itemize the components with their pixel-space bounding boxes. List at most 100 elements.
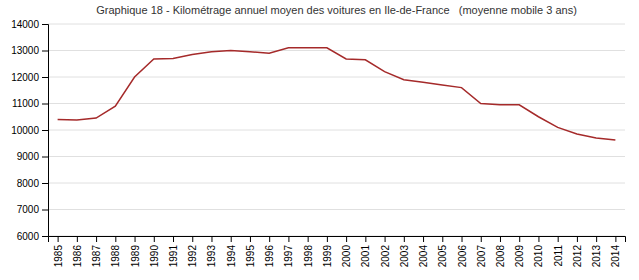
y-tick: 6000 — [17, 231, 48, 242]
y-tick-label: 10000 — [11, 125, 39, 136]
x-tick: 2011 — [553, 236, 564, 267]
x-tick: 2002 — [380, 236, 391, 267]
plot-area — [58, 48, 616, 140]
x-tick: 1988 — [110, 236, 121, 267]
x-tick-mark — [173, 236, 174, 242]
x-tick-label: 2010 — [533, 245, 544, 268]
x-tick: 1989 — [130, 236, 141, 267]
x-tick-mark — [423, 236, 424, 242]
x-tick: 1998 — [303, 236, 314, 267]
y-tick-mark — [42, 24, 48, 25]
x-tick-label: 2009 — [514, 245, 525, 268]
y-tick-mark — [42, 77, 48, 78]
x-tick-mark — [77, 236, 78, 242]
x-tick-mark — [500, 236, 501, 242]
x-tick: 2014 — [610, 236, 621, 267]
grid — [48, 24, 625, 236]
x-axis-line — [49, 237, 626, 243]
y-tick: 7000 — [17, 204, 48, 215]
x-tick-mark — [58, 236, 59, 242]
y-tick-label: 8000 — [17, 178, 40, 189]
y-tick: 9000 — [17, 151, 48, 162]
x-tick-label: 2011 — [553, 245, 564, 267]
x-tick-mark — [462, 236, 463, 242]
y-tick-label: 13000 — [11, 45, 39, 56]
x-tick: 2008 — [495, 236, 506, 267]
x-tick-mark — [346, 236, 347, 242]
y-tick-mark — [42, 157, 48, 158]
x-tick: 2013 — [591, 236, 602, 267]
x-tick: 1997 — [283, 236, 294, 267]
y-axis-line — [42, 25, 49, 237]
x-tick-label: 2006 — [457, 245, 468, 268]
grid-line — [48, 156, 625, 157]
y-tick: 8000 — [17, 178, 48, 189]
x-tick-label: 1992 — [187, 245, 198, 268]
x-tick-label: 2005 — [437, 245, 448, 268]
y-tick: 11000 — [12, 98, 48, 109]
x-tick: 1991 — [168, 236, 179, 267]
x-tick-mark — [481, 236, 482, 242]
chart: 6000 7000 8000 9000 10000 11000 12000 13000 1400… — [0, 0, 639, 280]
x-tick-label: 2002 — [380, 245, 391, 268]
x-tick: 1990 — [149, 236, 160, 267]
x-tick-label: 2007 — [476, 245, 487, 268]
x-axis: 1985198619871988198919901991199219931994… — [49, 236, 626, 267]
y-tick-mark — [42, 51, 48, 52]
x-tick-mark — [404, 236, 405, 242]
grid-line — [48, 50, 625, 51]
x-tick: 1994 — [226, 236, 237, 267]
grid-line — [48, 209, 625, 210]
x-tick-mark — [615, 236, 616, 242]
grid-line — [48, 130, 625, 131]
x-tick: 1999 — [322, 236, 333, 267]
x-tick-mark — [596, 236, 597, 242]
line — [58, 48, 616, 140]
x-tick: 1996 — [264, 236, 275, 267]
x-tick-label: 1991 — [168, 245, 179, 268]
x-tick: 2004 — [418, 236, 429, 267]
x-tick-mark — [115, 236, 116, 242]
x-tick-label: 1988 — [110, 245, 121, 268]
x-tick-mark — [519, 236, 520, 242]
x-tick-mark — [577, 236, 578, 242]
x-tick-label: 2001 — [360, 245, 371, 268]
x-tick-label: 1997 — [283, 245, 294, 268]
x-tick-mark — [365, 236, 366, 242]
x-tick: 2003 — [399, 236, 410, 267]
x-tick-label: 1999 — [322, 245, 333, 268]
y-tick-label: 14000 — [11, 19, 39, 30]
x-tick-label: 2013 — [591, 245, 602, 268]
x-tick: 1986 — [72, 236, 83, 267]
x-tick-label: 1996 — [264, 245, 275, 268]
x-tick-mark — [154, 236, 155, 242]
x-tick-label: 1994 — [226, 245, 237, 268]
y-tick-mark — [42, 183, 48, 184]
x-tick-mark — [231, 236, 232, 242]
y-tick: 13000 — [11, 45, 48, 56]
x-tick: 2000 — [341, 236, 352, 267]
title: Graphique 18 - Kilométrage annuel moyen … — [96, 4, 577, 16]
x-tick-mark — [327, 236, 328, 242]
x-tick-mark — [538, 236, 539, 242]
grid-line — [48, 103, 625, 104]
x-tick-label: 1995 — [245, 245, 256, 268]
x-tick-mark — [288, 236, 289, 242]
y-tick-label: 7000 — [17, 204, 40, 215]
x-tick-label: 1998 — [303, 245, 314, 268]
x-tick-label: 2008 — [495, 245, 506, 268]
x-tick-label: 1989 — [130, 245, 141, 268]
y-tick-mark — [42, 236, 48, 237]
x-tick-label: 1986 — [72, 245, 83, 268]
x-tick-mark — [192, 236, 193, 242]
y-tick-label: 12000 — [11, 72, 39, 83]
x-tick: 1995 — [245, 236, 256, 267]
x-tick: 2001 — [360, 236, 371, 267]
x-tick-mark — [442, 236, 443, 242]
x-tick: 2010 — [533, 236, 544, 267]
y-tick: 10000 — [11, 125, 48, 136]
y-tick: 12000 — [11, 72, 48, 83]
y-tick-mark — [42, 130, 48, 131]
x-tick: 2007 — [476, 236, 487, 267]
x-tick: 1985 — [53, 236, 64, 267]
